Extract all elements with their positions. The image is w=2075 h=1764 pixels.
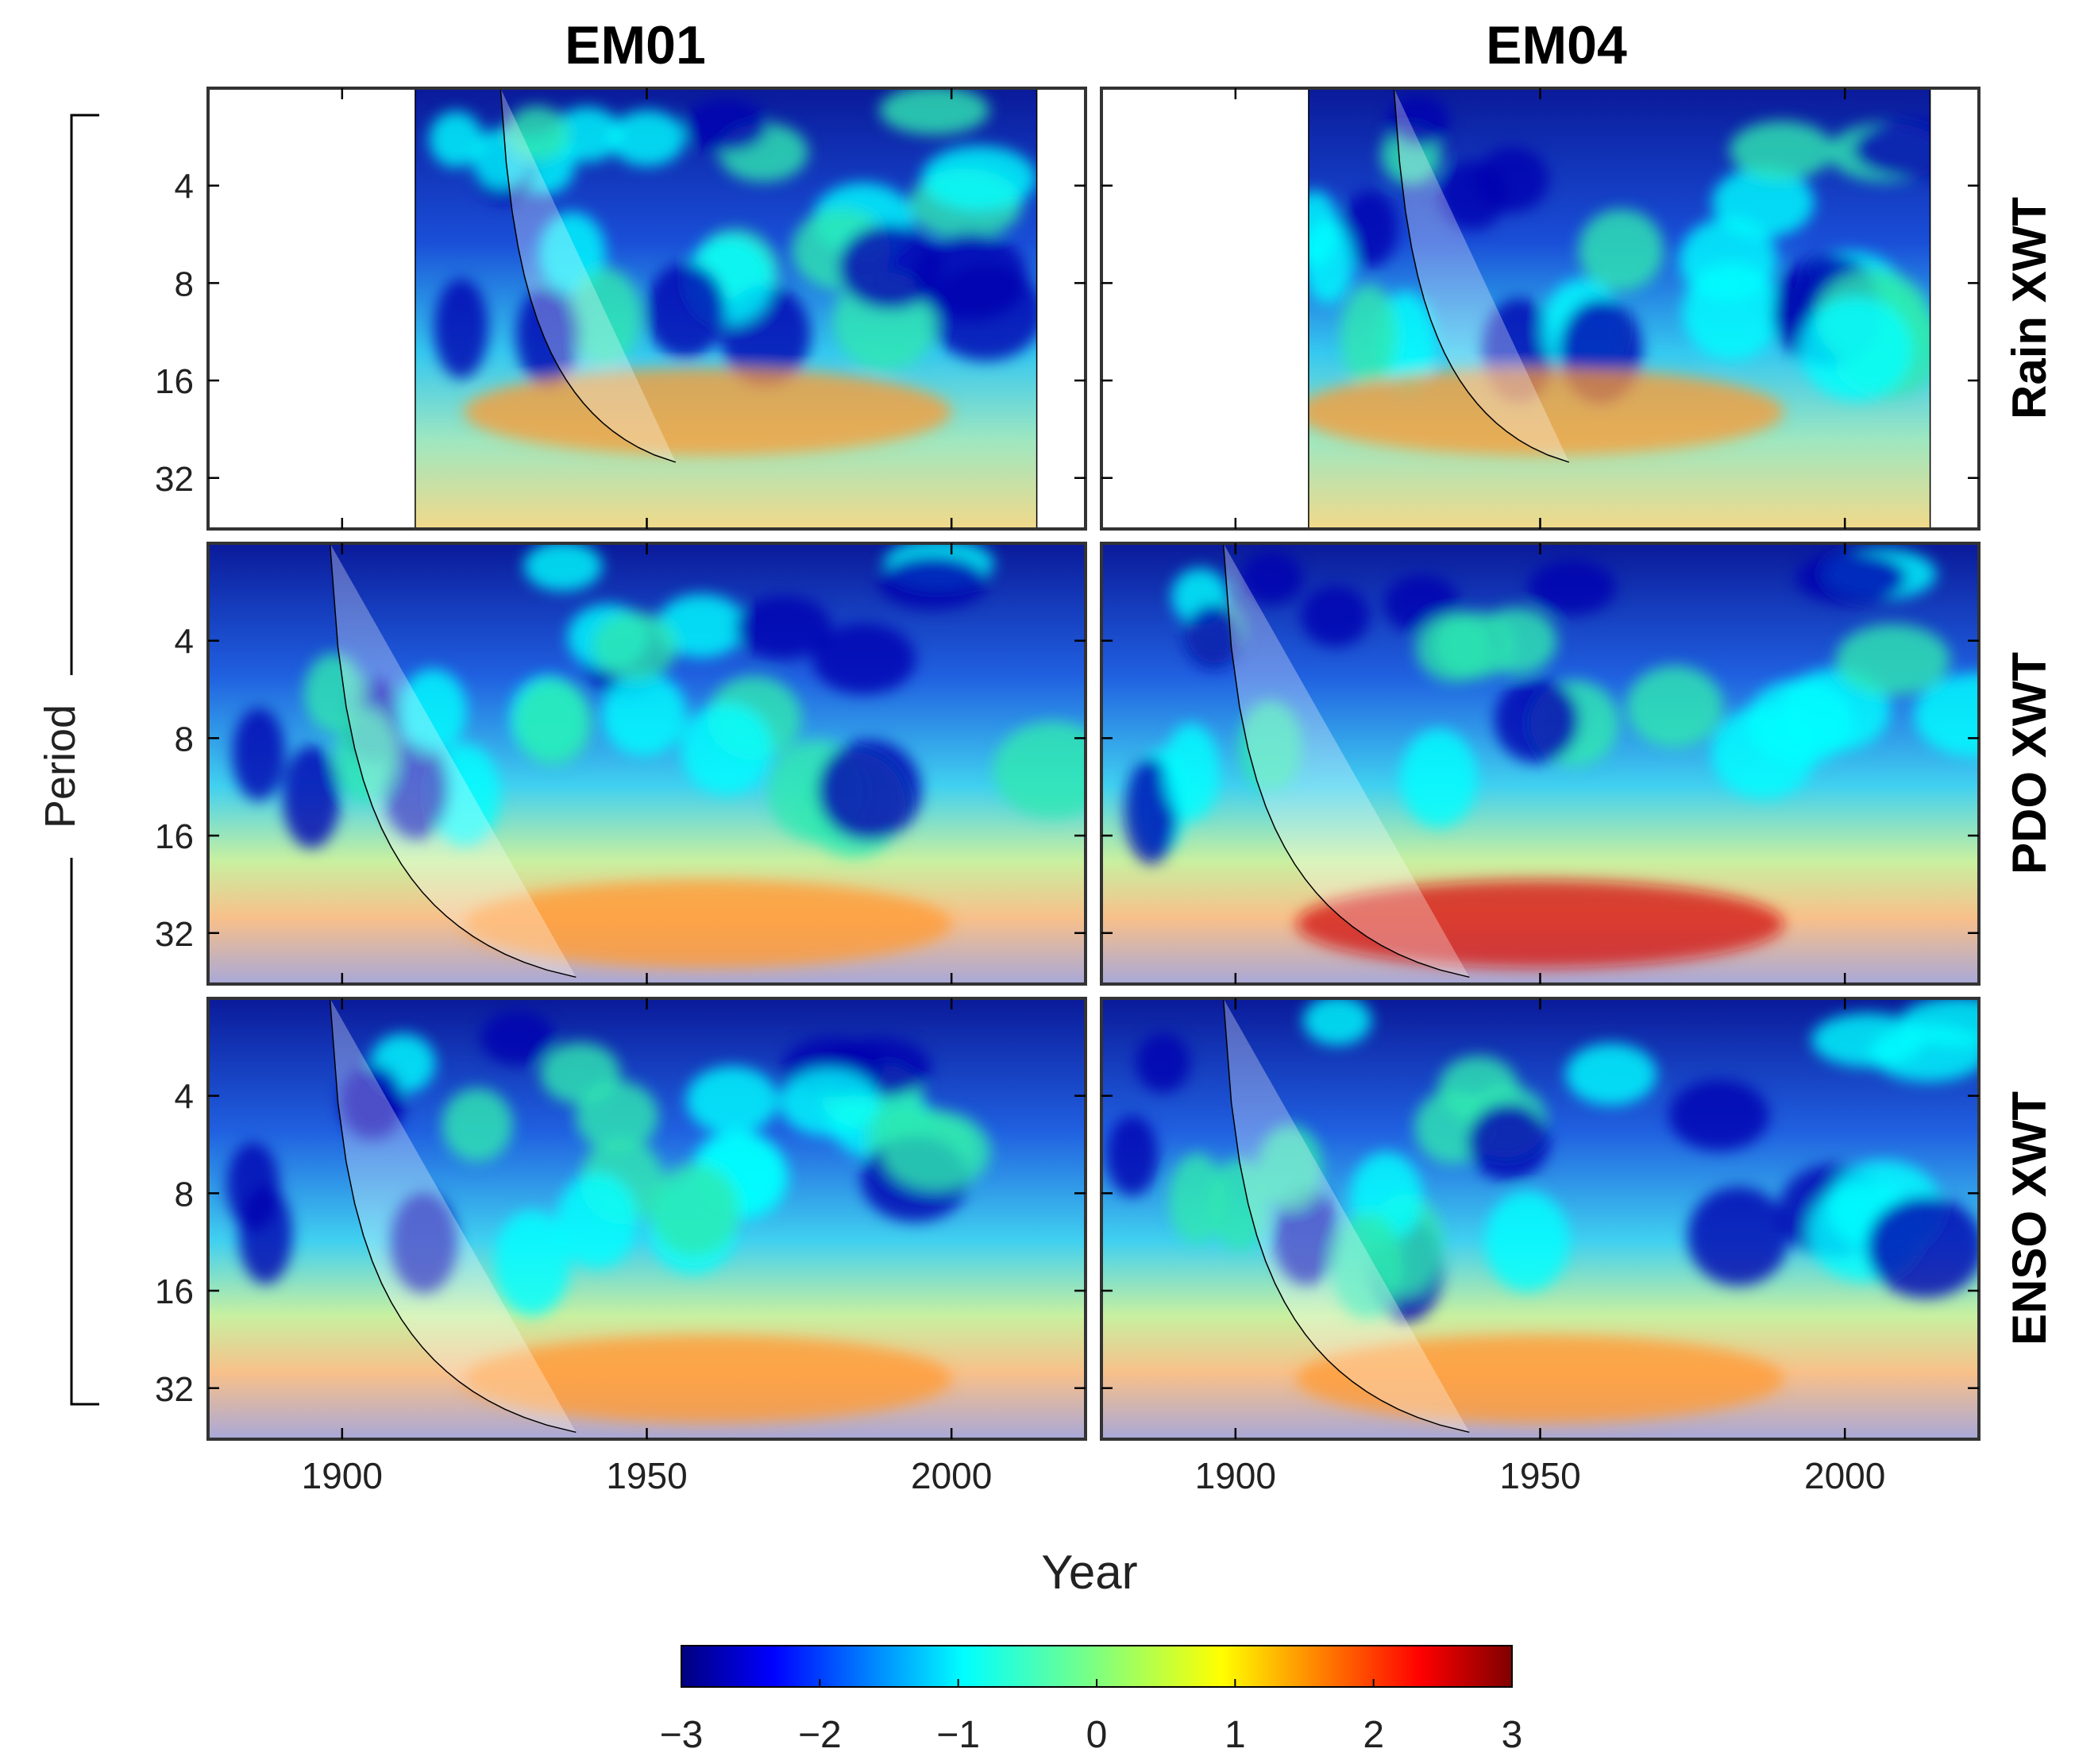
panel-em04-enso [1100,997,1981,1441]
x-axis-label: Year [1041,1546,1137,1599]
x-tick-labels: 1900 1950 2000 1900 1950 2000 [302,1455,1886,1496]
power-field [208,543,1086,984]
panel-em01-rain [206,87,1087,531]
x-tick-label: 1950 [606,1455,687,1496]
x-tick-label: 1900 [302,1455,383,1496]
y-tick-label: 16 [155,362,194,401]
coi-shading [330,998,577,1433]
coi-boundary [1393,88,1570,463]
x-tick-label: 1900 [1195,1455,1276,1496]
panel-em01-enso [206,997,1087,1441]
row-title-pdo: PDO XWT [2003,652,2056,874]
power-field [415,88,1038,529]
y-tick-label: 32 [155,460,194,499]
colorbar-tick-label: 3 [1502,1714,1523,1756]
coi-shading [1394,88,1569,462]
y-tick-label: 16 [155,1272,194,1311]
y-tick-label: 4 [175,1078,194,1117]
x-tick-label: 1950 [1499,1455,1580,1496]
x-tick-label: 2000 [911,1455,992,1496]
column-title-em04: EM04 [1486,15,1627,75]
colorbar-tick-label: 1 [1225,1714,1246,1756]
y-tick-label: 8 [175,1175,194,1214]
y-tick-label: 32 [155,915,194,954]
period-label: Period [37,704,84,828]
y-tick-label: 32 [155,1370,194,1409]
colorbar-tick-label: 2 [1363,1714,1384,1756]
x-tick-label: 2000 [1804,1455,1885,1496]
coi-shading [1223,998,1470,1433]
colorbar-tick-label: −1 [936,1714,980,1756]
coi-shading [330,543,577,978]
y-tick-label: 4 [175,168,194,207]
colorbar-tick-labels: −3 −2 −1 0 1 2 3 [660,1679,1523,1756]
column-title-em01: EM01 [565,15,706,75]
panel-em04-pdo [1100,542,1981,986]
y-tick-label: 4 [175,623,194,662]
row-title-enso: ENSO XWT [2003,1091,2056,1345]
power-field [1308,88,1931,529]
row-title-rain: Rain XWT [2003,197,2056,419]
coi-boundary [1222,543,1470,978]
power-field [1101,998,1979,1439]
power-field [208,998,1086,1439]
panel-em04-rain [1100,87,1981,531]
coi-boundary [329,998,577,1434]
colorbar-tick-label: 0 [1086,1714,1108,1756]
coi-shading [500,88,676,462]
coi-boundary [329,543,577,978]
y-tick-label: 8 [175,720,194,758]
colorbar-tick-label: −3 [660,1714,704,1756]
y-tick-label: 8 [175,264,194,303]
colorbar-tick-label: −2 [798,1714,842,1756]
coi-shading [1223,543,1470,978]
coi-boundary [1222,998,1470,1434]
coi-boundary [499,88,677,463]
panel-em01-pdo [206,542,1087,986]
power-field [1101,543,1979,984]
y-tick-label: 16 [155,817,194,856]
period-label-backdrop [48,675,95,858]
